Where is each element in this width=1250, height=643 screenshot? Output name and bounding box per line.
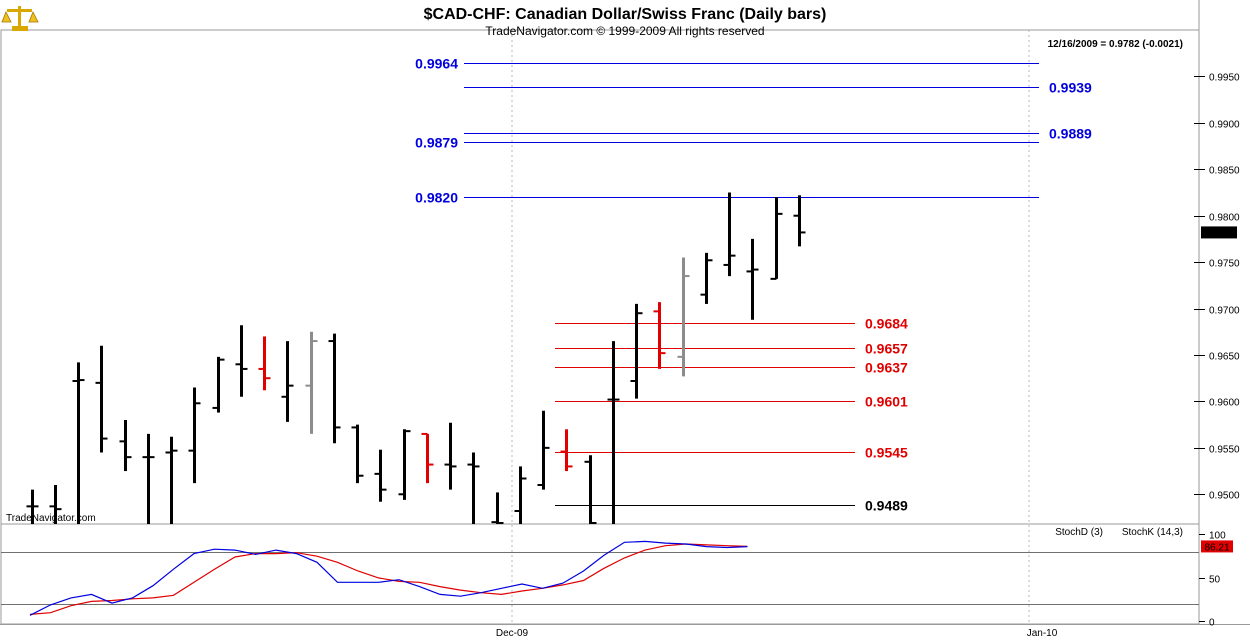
price-bar: [630, 303, 643, 399]
chart-title: $CAD-CHF: Canadian Dollar/Swiss Franc (D…: [424, 6, 827, 23]
price-bar: [328, 333, 341, 444]
last-stoch-label: 86.21: [1204, 542, 1229, 553]
price-bar: [793, 195, 806, 247]
price-bar: [444, 422, 457, 490]
price-bar: [281, 341, 294, 422]
price-bar: [258, 336, 271, 391]
price-bar: [188, 387, 201, 484]
price-bar: [374, 449, 387, 502]
level-label-0.9889: 0.9889: [1049, 126, 1092, 142]
level-label-0.9964: 0.9964: [415, 56, 458, 72]
price-bar: [653, 302, 666, 369]
scales-logo-icon: [1, 6, 39, 31]
price-axis: 0.9950 0.9900 0.9850 0.9800 0.9750 0.9700 0.96…: [1194, 73, 1240, 502]
price-bar: [165, 436, 178, 524]
stoch-axis: 100 50 0: [1199, 531, 1226, 629]
stoch-k-line: [29, 540, 748, 616]
price-bar: [235, 325, 248, 397]
watermark: TradeNavigator.com: [6, 513, 96, 524]
y-tick-label: 0.9650: [1209, 352, 1240, 363]
stoch-tick-label: 0: [1209, 618, 1215, 629]
price-levels: 0.9964 0.9939 0.9889 0.9879 0.9820 0.9684 0.96…: [415, 56, 1092, 514]
level-label-0.9637: 0.9637: [865, 360, 908, 376]
price-bar: [770, 197, 783, 280]
y-tick-label: 0.9900: [1209, 120, 1240, 131]
price-bar: [584, 455, 597, 524]
y-tick-label: 0.9700: [1209, 306, 1240, 317]
level-label-0.9879: 0.9879: [415, 135, 458, 151]
level-label-0.9684: 0.9684: [865, 316, 908, 332]
price-bar: [119, 420, 132, 472]
level-label-0.9545: 0.9545: [865, 445, 908, 461]
price-bar: [72, 362, 85, 524]
stochastic-lines: [1, 540, 1199, 616]
y-tick-label: 0.9500: [1209, 491, 1240, 502]
level-label-0.9820: 0.9820: [415, 190, 458, 206]
price-bar: [723, 192, 736, 277]
price-bar: [467, 452, 480, 524]
price-bar: [49, 485, 62, 524]
level-label-0.9489: 0.9489: [865, 498, 908, 514]
price-bar: [607, 341, 620, 524]
legend-stoch-k: StochK (14,3): [1122, 527, 1183, 538]
y-tick-label: 0.9600: [1209, 398, 1240, 409]
price-bar: [26, 489, 39, 524]
y-tick-label: 0.9850: [1209, 166, 1240, 177]
legend-stoch-d: StochD (3): [1055, 527, 1103, 538]
stoch-tick-label: 50: [1209, 575, 1221, 586]
x-tick-dec-09: Dec-09: [496, 628, 529, 639]
x-tick-jan-10: Jan-10: [1027, 628, 1058, 639]
price-bar: [351, 424, 364, 484]
level-label-0.9939: 0.9939: [1049, 80, 1092, 96]
stoch-d-line: [29, 543, 748, 615]
y-tick-label: 0.9550: [1209, 445, 1240, 456]
y-tick-label: 0.9750: [1209, 259, 1240, 270]
last-value-info: 12/16/2009 = 0.9782 (-0.0021): [1048, 39, 1183, 50]
price-bar: [142, 433, 155, 524]
stoch-tick-label: 100: [1209, 531, 1226, 542]
price-bar: [537, 410, 550, 490]
stoch-panel-frame: [0, 523, 1200, 625]
price-bar: [491, 492, 504, 524]
last-price-box: [1201, 226, 1237, 239]
last-price-label: 0.9782: [1204, 228, 1235, 239]
price-bar: [746, 238, 759, 320]
price-bar: [560, 429, 573, 472]
price-bar: [421, 432, 434, 484]
price-bar: [700, 252, 713, 304]
price-bar: [212, 356, 225, 413]
price-bars: [26, 192, 806, 524]
level-label-0.9657: 0.9657: [865, 341, 908, 357]
price-bar: [95, 345, 108, 453]
y-tick-label: 0.9950: [1209, 73, 1240, 84]
chart-copyright: TradeNavigator.com © 1999-2009 All right…: [485, 24, 764, 38]
y-tick-label: 0.9800: [1209, 213, 1240, 224]
price-bar: [677, 257, 690, 377]
price-panel-frame: [0, 29, 1200, 525]
price-bar: [514, 466, 527, 524]
last-stoch-box: [1201, 540, 1233, 553]
price-bar: [398, 429, 411, 500]
price-bar: [305, 331, 318, 434]
level-label-0.9601: 0.9601: [865, 394, 908, 410]
